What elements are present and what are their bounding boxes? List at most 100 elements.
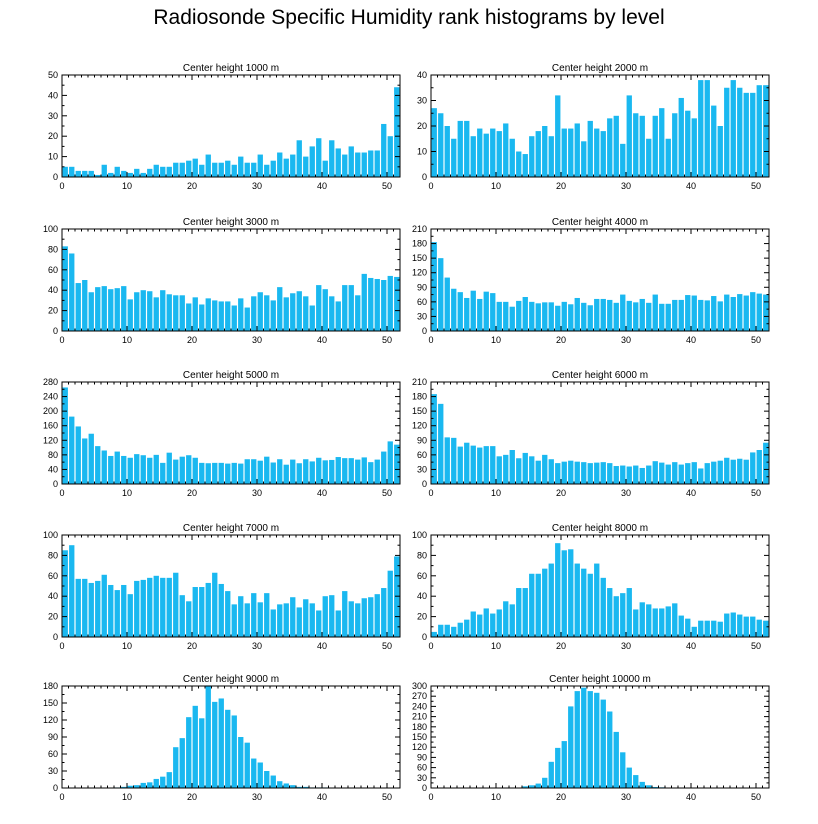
y-tick-label: 210 [412, 377, 427, 387]
histogram-bar [607, 118, 613, 177]
histogram-bar [555, 305, 561, 331]
histogram-bar [711, 296, 717, 331]
histogram-bar [574, 563, 580, 637]
histogram-bar [626, 767, 632, 788]
histogram-bar [496, 131, 502, 177]
y-tick-label: 20 [417, 612, 427, 622]
histogram-bar [322, 596, 328, 637]
histogram-bar [685, 110, 691, 177]
panel-title: Center height 1000 m [183, 63, 279, 74]
x-tick-label: 10 [122, 488, 132, 498]
histogram-panel-4: Center height 5000 m 0 10 20 30 40 50 0 40 80 120 1… [43, 370, 401, 498]
histogram-bar [581, 462, 587, 484]
histogram-bar [303, 296, 309, 331]
histogram-bar [548, 136, 554, 177]
y-tick-label: 80 [48, 450, 58, 460]
histogram-bar [101, 286, 107, 331]
histogram-bar [587, 573, 593, 637]
histogram-bar [69, 253, 75, 331]
histogram-bar [665, 303, 671, 331]
y-tick-label: 100 [43, 224, 58, 234]
histogram-bar [95, 174, 101, 177]
histogram-bar [626, 95, 632, 177]
histogram-bar [374, 459, 380, 484]
histogram-bar [555, 747, 561, 788]
histogram-bar [724, 87, 730, 177]
histogram-bar [394, 87, 400, 177]
histogram-bar [153, 297, 159, 331]
y-tick-label: 20 [417, 121, 427, 131]
panel-title: Center height 9000 m [183, 674, 279, 685]
y-tick-label: 20 [48, 131, 58, 141]
histogram-bar [192, 158, 198, 177]
histogram-bar [503, 454, 509, 484]
x-tick-label: 10 [491, 641, 501, 651]
y-tick-label: 90 [417, 752, 427, 762]
histogram-bar [568, 304, 574, 331]
x-tick-label: 50 [751, 792, 761, 802]
histogram-bar [633, 302, 639, 331]
histogram-bar [750, 616, 756, 637]
histogram-bar [464, 120, 470, 177]
histogram-bar [121, 584, 127, 637]
y-tick-label: 60 [48, 571, 58, 581]
histogram-bar [95, 287, 101, 331]
histogram-bar [205, 685, 211, 788]
histogram-bar [270, 160, 276, 177]
histogram-bar [737, 458, 743, 484]
y-tick-label: 180 [412, 239, 427, 249]
histogram-panel-7: Center height 8000 m 0 10 20 30 40 50 0 20 40 60 80… [412, 523, 770, 651]
histogram-bar [672, 603, 678, 637]
y-tick-label: 80 [48, 550, 58, 560]
y-tick-label: 200 [43, 406, 58, 416]
x-tick-label: 0 [59, 335, 64, 345]
histogram-bar [509, 450, 515, 484]
histogram-bar [626, 300, 632, 331]
histogram-bar [477, 128, 483, 177]
histogram-bar [121, 786, 127, 788]
histogram-bar [470, 611, 476, 637]
y-tick-label: 100 [43, 530, 58, 540]
histogram-bar [166, 166, 172, 177]
histogram-bar [730, 459, 736, 484]
histogram-bar [231, 462, 237, 484]
histogram-bar [639, 781, 645, 788]
histogram-bar [620, 294, 626, 331]
histogram-bar [717, 301, 723, 331]
histogram-bar [88, 292, 94, 331]
histogram-bar [470, 136, 476, 177]
histogram-bar [457, 120, 463, 177]
histogram-bar [665, 138, 671, 177]
histogram-bar [522, 786, 528, 788]
histogram-bar [685, 463, 691, 484]
histogram-bar [192, 457, 198, 484]
histogram-bar [296, 140, 302, 177]
x-tick-label: 40 [317, 335, 327, 345]
y-tick-label: 0 [53, 783, 58, 793]
panel-title: Center height 4000 m [552, 217, 648, 228]
x-tick-label: 10 [491, 792, 501, 802]
histogram-bar [335, 457, 341, 484]
histogram-bar [147, 457, 153, 484]
histogram-bar [322, 160, 328, 177]
y-tick-label: 60 [48, 749, 58, 759]
histogram-bar [140, 455, 146, 484]
histogram-bar [95, 580, 101, 637]
x-tick-label: 50 [751, 335, 761, 345]
histogram-bar [251, 758, 257, 788]
histogram-bar [724, 457, 730, 484]
histogram-bar [264, 164, 270, 177]
histogram-bar [509, 138, 515, 177]
x-tick-label: 20 [187, 181, 197, 191]
histogram-bar [75, 283, 81, 331]
histogram-bar [114, 590, 120, 637]
histogram-bar [225, 160, 231, 177]
histogram-bar [717, 126, 723, 177]
histogram-bar [574, 123, 580, 177]
histogram-bar [218, 301, 224, 331]
histogram-bar [678, 464, 684, 484]
x-tick-label: 10 [122, 641, 132, 651]
histogram-bar [160, 577, 166, 637]
histogram-bar [431, 631, 437, 637]
histogram-bar [503, 601, 509, 637]
